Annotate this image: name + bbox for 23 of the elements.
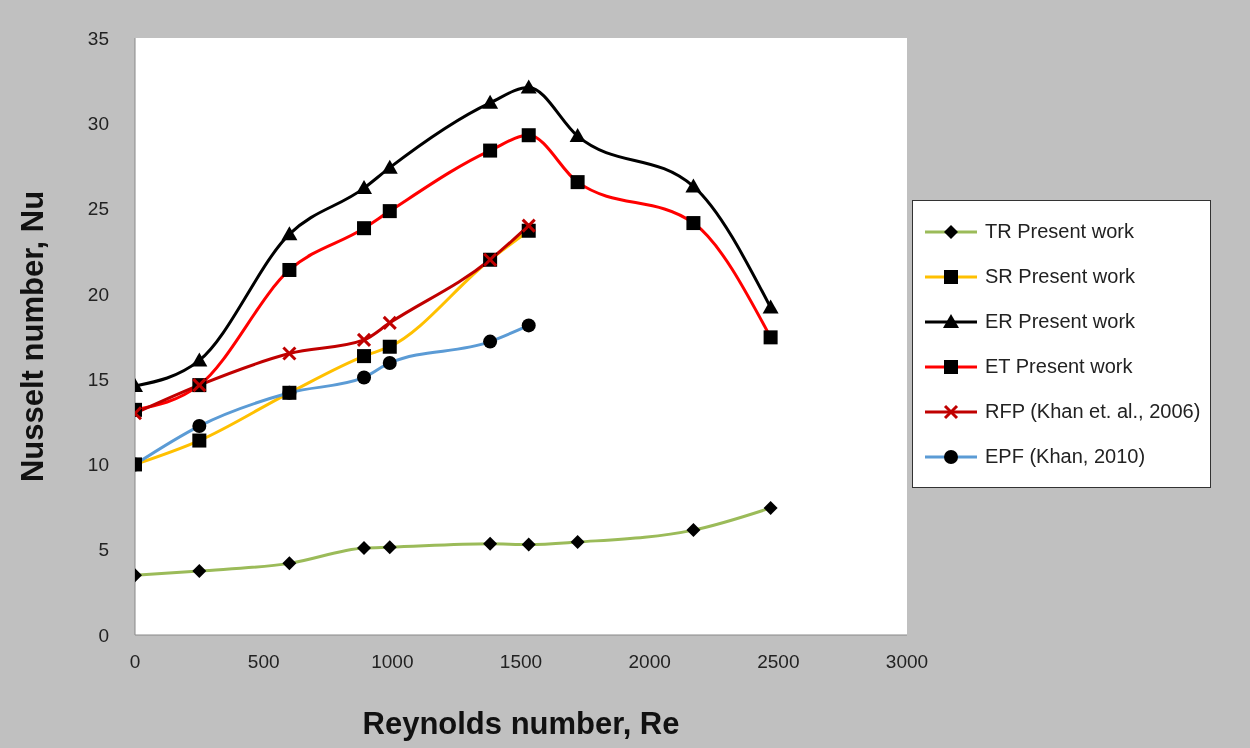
- y-tick-label: 25: [87, 198, 109, 220]
- legend-label: EPF (Khan, 2010): [985, 445, 1146, 468]
- y-tick-label: 0: [98, 624, 109, 646]
- x-tick-label: 0: [129, 651, 141, 673]
- x-tick-label: 2000: [628, 651, 671, 673]
- x-tick-label: 500: [247, 651, 280, 673]
- legend-label: ET Present work: [985, 355, 1133, 378]
- x-tick-label: 1500: [499, 651, 543, 673]
- y-tick-label: 30: [87, 113, 109, 135]
- legend-label: SR Present work: [985, 265, 1136, 288]
- y-tick-label: 5: [98, 539, 109, 561]
- y-tick-label: 10: [87, 454, 109, 476]
- x-tick-label: 1000: [371, 651, 414, 673]
- x-tick-label: 3000: [885, 651, 929, 673]
- y-tick-label: 15: [87, 368, 109, 390]
- y-axis-title: Nusselt number, Nu: [15, 190, 51, 483]
- legend-label: RFP (Khan et. al., 2006): [985, 400, 1201, 423]
- x-tick-label: 2500: [757, 651, 800, 673]
- y-tick-label: 20: [87, 283, 109, 305]
- x-axis-title: Reynolds number, Re: [362, 706, 680, 741]
- y-tick-label: 35: [87, 27, 109, 49]
- legend-label: TR Present work: [985, 220, 1134, 243]
- legend-label: ER Present work: [985, 310, 1136, 333]
